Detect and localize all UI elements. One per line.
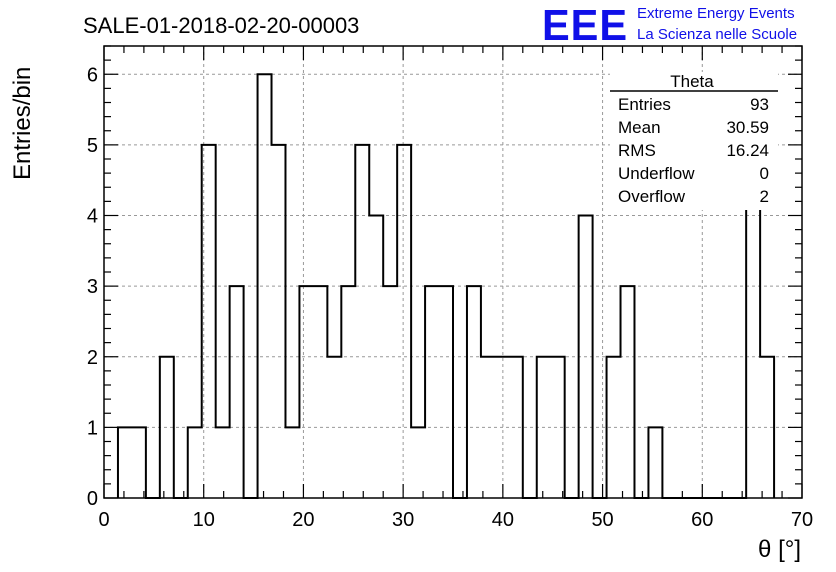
brand-line-1: Extreme Energy Events bbox=[637, 5, 795, 22]
brand-line-2: La Scienza nelle Scuole bbox=[637, 26, 797, 43]
stats-label-overflow: Overflow bbox=[618, 187, 686, 206]
y-tick-label: 3 bbox=[87, 276, 98, 298]
y-tick-label: 1 bbox=[87, 417, 98, 439]
x-tick-label: 30 bbox=[392, 509, 414, 531]
x-tick-label: 0 bbox=[98, 509, 109, 531]
x-tick-label: 50 bbox=[591, 509, 613, 531]
stats-label-mean: Mean bbox=[618, 118, 661, 137]
stats-value-mean: 30.59 bbox=[726, 118, 769, 137]
histogram-bin bbox=[118, 427, 132, 498]
histogram-bin bbox=[258, 74, 272, 498]
histogram-bin bbox=[272, 145, 286, 498]
stats-box: Theta Entries 93 Mean 30.59 RMS 16.24 Un… bbox=[610, 72, 778, 210]
y-tick-label: 5 bbox=[87, 135, 98, 157]
stats-value-entries: 93 bbox=[750, 95, 769, 114]
histogram-bin bbox=[439, 286, 453, 498]
eee-logo-mark: EEE bbox=[542, 1, 628, 50]
stats-box-bg bbox=[610, 72, 778, 210]
stats-box-title: Theta bbox=[670, 72, 714, 91]
histogram-bin bbox=[355, 145, 369, 498]
stats-label-underflow: Underflow bbox=[618, 164, 695, 183]
axis-ticks bbox=[103, 45, 803, 499]
eee-logo: EEE Extreme Energy Events La Scienza nel… bbox=[542, 1, 797, 50]
stats-label-rms: RMS bbox=[618, 141, 656, 160]
histogram-bin bbox=[621, 286, 635, 498]
stats-value-overflow: 2 bbox=[760, 187, 769, 206]
histogram-bin bbox=[299, 286, 313, 498]
y-tick-label: 2 bbox=[87, 347, 98, 369]
y-tick-label: 4 bbox=[87, 206, 98, 228]
histogram-bin bbox=[341, 286, 355, 498]
stats-value-underflow: 0 bbox=[760, 164, 769, 183]
histogram-bin bbox=[411, 427, 425, 498]
stats-value-rms: 16.24 bbox=[726, 141, 769, 160]
x-tick-label: 40 bbox=[492, 509, 514, 531]
x-tick-label: 70 bbox=[791, 509, 813, 531]
x-tick-label: 10 bbox=[193, 509, 215, 531]
histogram-bin bbox=[383, 286, 397, 498]
x-axis-title: θ [°] bbox=[758, 536, 801, 563]
histogram-bin bbox=[313, 286, 327, 498]
chart-title: SALE-01-2018-02-20-00003 bbox=[83, 13, 359, 38]
histogram-bins bbox=[116, 73, 776, 499]
histogram-bin bbox=[132, 427, 146, 498]
histogram-bin bbox=[188, 427, 202, 498]
histogram-bin bbox=[425, 286, 439, 498]
histogram-bin bbox=[285, 427, 299, 498]
y-tick-label: 6 bbox=[87, 64, 98, 86]
histogram-bin bbox=[216, 427, 230, 498]
histogram-outline bbox=[116, 73, 776, 499]
histogram-bin bbox=[467, 286, 481, 498]
histogram-bin bbox=[230, 286, 244, 498]
x-tick-label: 60 bbox=[691, 509, 713, 531]
y-tick-label: 0 bbox=[87, 488, 98, 510]
stats-label-entries: Entries bbox=[618, 95, 671, 114]
y-axis-title: Entries/bin bbox=[9, 67, 36, 180]
histogram-bin bbox=[397, 145, 411, 498]
x-tick-label: 20 bbox=[292, 509, 314, 531]
histogram-bin bbox=[648, 427, 662, 498]
